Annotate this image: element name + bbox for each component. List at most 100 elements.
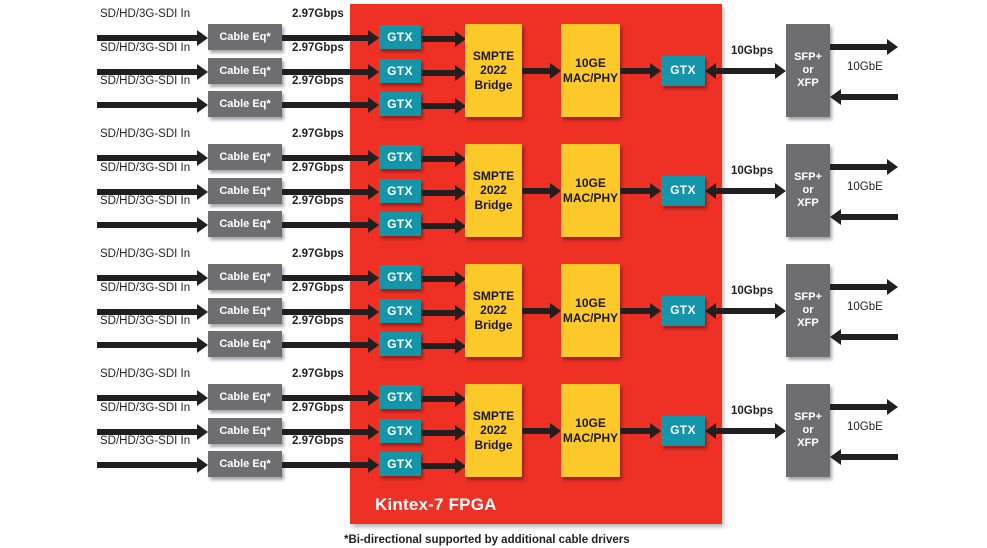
gtx-to-bridge-arrow-g2-r2-head — [455, 185, 466, 201]
sfp-module-block-g4-line-1: SFP+ — [794, 411, 822, 424]
sdi-rate-arrow-g1-r3-head — [368, 97, 379, 113]
gtx-out-block-g1[interactable]: GTX — [661, 55, 705, 86]
sdi-input-arrow-g2-r2-shaft — [97, 189, 198, 195]
smpte-bridge-block-g3[interactable]: SMPTE 2022 Bridge — [465, 264, 522, 357]
sdi-rate-label-g1-r3: 2.97Gbps — [292, 75, 344, 87]
sdi-rate-label-g3-r2: 2.97Gbps — [292, 282, 344, 294]
sdi-rate-arrow-g1-r1-shaft — [282, 35, 369, 41]
mac-phy-block-g3-line-2: MAC/PHY — [562, 310, 619, 325]
gtx-to-bridge-arrow-g1-r1-head — [455, 31, 466, 47]
gtx-in-block-g4-r1-line-1: GTX — [387, 389, 413, 404]
cable-eq-block-g1-r1[interactable]: Cable Eq* — [208, 24, 282, 50]
sdi-input-arrow-g2-r3-shaft — [97, 222, 198, 228]
gtx-out-block-g4[interactable]: GTX — [661, 415, 705, 446]
gtx-to-sfp-arrow-g2-shaft — [715, 187, 775, 194]
sdi-input-label-g4-r1: SD/HD/3G-SDI In — [100, 368, 191, 380]
gtx-in-block-g1-r1[interactable]: GTX — [379, 25, 421, 49]
sfp-module-block-g1[interactable]: SFP+ or XFP — [786, 24, 830, 117]
gtx-to-bridge-arrow-g3-r3-head — [455, 338, 466, 354]
cable-eq-block-g3-r1[interactable]: Cable Eq* — [208, 264, 282, 290]
smpte-bridge-block-g4[interactable]: SMPTE 2022 Bridge — [465, 384, 522, 477]
sdi-input-label-g1-r2: SD/HD/3G-SDI In — [100, 42, 191, 54]
gtx-in-block-g4-r2[interactable]: GTX — [379, 419, 421, 443]
sfp-module-block-g4[interactable]: SFP+ or XFP — [786, 384, 830, 477]
ethernet-rx-arrow-g2-head — [830, 208, 841, 225]
mac-phy-block-g4-line-1: 10GE — [575, 416, 606, 431]
sdi-input-arrow-g1-r1-shaft — [97, 35, 198, 41]
sfp-module-block-g2-line-3: XFP — [797, 196, 819, 209]
gtx-out-block-g1-line-1: GTX — [670, 63, 696, 78]
sdi-rate-arrow-g1-r3-shaft — [282, 102, 369, 108]
cable-eq-block-g4-r2[interactable]: Cable Eq* — [208, 418, 282, 444]
gtx-to-bridge-arrow-g4-r3-head — [455, 458, 466, 474]
smpte-bridge-block-g1[interactable]: SMPTE 2022 Bridge — [465, 24, 522, 117]
gtx-to-bridge-arrow-g2-r1-head — [455, 151, 466, 167]
footnote: *Bi-directional supported by additional … — [344, 534, 630, 546]
gtx-in-block-g2-r2[interactable]: GTX — [379, 179, 421, 203]
sfp-module-block-g3-line-3: XFP — [797, 316, 819, 329]
sdi-input-arrow-g4-r3-head — [197, 457, 208, 473]
gtx-in-block-g2-r1[interactable]: GTX — [379, 145, 421, 169]
ethernet-label-g3: 10GbE — [847, 300, 883, 313]
sdi-input-arrow-g2-r2-head — [197, 184, 208, 200]
sfp-module-block-g3[interactable]: SFP+ or XFP — [786, 264, 830, 357]
mac-phy-block-g2[interactable]: 10GE MAC/PHY — [561, 144, 620, 237]
gtx-in-block-g4-r3[interactable]: GTX — [379, 452, 421, 476]
bridge-to-mac-arrow-g1-shaft — [522, 67, 551, 74]
cable-eq-block-g4-r3[interactable]: Cable Eq* — [208, 451, 282, 477]
gtx-in-block-g3-r1[interactable]: GTX — [379, 265, 421, 289]
cable-eq-block-g1-r1-line-1: Cable Eq* — [219, 30, 271, 43]
gtx-in-block-g1-r2[interactable]: GTX — [379, 59, 421, 83]
gtx-in-block-g1-r3[interactable]: GTX — [379, 92, 421, 116]
sdi-rate-arrow-g2-r2-head — [368, 184, 379, 200]
gtx-in-block-g3-r2[interactable]: GTX — [379, 299, 421, 323]
smpte-bridge-block-g2-line-1: SMPTE — [472, 169, 515, 184]
sfp-module-block-g2[interactable]: SFP+ or XFP — [786, 144, 830, 237]
sdi-rate-arrow-g2-r3-shaft — [282, 222, 369, 228]
cable-eq-block-g3-r2[interactable]: Cable Eq* — [208, 298, 282, 324]
gtx-out-block-g2[interactable]: GTX — [661, 175, 705, 206]
sdi-rate-label-g3-r1: 2.97Gbps — [292, 248, 344, 260]
gtx-out-block-g3-line-1: GTX — [670, 303, 696, 318]
gtx-to-sfp-arrow-g3-head-right — [775, 302, 786, 319]
sdi-rate-label-g3-r3: 2.97Gbps — [292, 315, 344, 327]
cable-eq-block-g3-r3[interactable]: Cable Eq* — [208, 331, 282, 357]
gtx-to-bridge-arrow-g4-r1-head — [455, 391, 466, 407]
gtx-out-block-g3[interactable]: GTX — [661, 295, 705, 326]
cable-eq-block-g4-r1[interactable]: Cable Eq* — [208, 384, 282, 410]
smpte-bridge-block-g3-line-1: SMPTE — [472, 289, 515, 304]
mac-phy-block-g3[interactable]: 10GE MAC/PHY — [561, 264, 620, 357]
gtx-in-block-g2-r3[interactable]: GTX — [379, 212, 421, 236]
gtx-to-bridge-arrow-g1-r3-shaft — [421, 103, 456, 109]
sdi-input-arrow-g1-r3-head — [197, 97, 208, 113]
gtx-in-block-g3-r3[interactable]: GTX — [379, 332, 421, 356]
sdi-input-arrow-g3-r1-shaft — [97, 275, 198, 281]
sdi-input-arrow-g1-r2-shaft — [97, 69, 198, 75]
mac-phy-block-g4[interactable]: 10GE MAC/PHY — [561, 384, 620, 477]
ethernet-rx-arrow-g1-shaft — [840, 93, 898, 100]
mac-phy-block-g1[interactable]: 10GE MAC/PHY — [561, 24, 620, 117]
smpte-bridge-block-g1-line-2: 2022 — [480, 63, 507, 78]
gtx-to-sfp-arrow-g3-head-left — [705, 302, 716, 319]
sdi-rate-arrow-g4-r1-shaft — [282, 395, 369, 401]
gtx-in-block-g4-r1[interactable]: GTX — [379, 385, 421, 409]
sdi-input-arrow-g4-r2-shaft — [97, 429, 198, 435]
cable-eq-block-g2-r3[interactable]: Cable Eq* — [208, 211, 282, 237]
ethernet-label-g2: 10GbE — [847, 180, 883, 193]
cable-eq-block-g2-r2[interactable]: Cable Eq* — [208, 178, 282, 204]
sdi-rate-arrow-g2-r1-head — [368, 150, 379, 166]
gtx-to-bridge-arrow-g1-r3-head — [455, 98, 466, 114]
sdi-input-arrow-g2-r1-head — [197, 150, 208, 166]
smpte-bridge-block-g2[interactable]: SMPTE 2022 Bridge — [465, 144, 522, 237]
cable-eq-block-g1-r2[interactable]: Cable Eq* — [208, 58, 282, 84]
mac-to-gtx-arrow-g4-head — [650, 422, 661, 439]
ethernet-tx-arrow-g2-shaft — [830, 163, 888, 170]
cable-eq-block-g2-r1[interactable]: Cable Eq* — [208, 144, 282, 170]
ethernet-tx-arrow-g4-head — [887, 398, 898, 415]
cable-eq-block-g1-r3[interactable]: Cable Eq* — [208, 91, 282, 117]
sdi-input-arrow-g3-r1-head — [197, 270, 208, 286]
ethernet-rx-arrow-g1-head — [830, 88, 841, 105]
mac-phy-block-g3-line-1: 10GE — [575, 296, 606, 311]
cable-eq-block-g3-r2-line-1: Cable Eq* — [219, 304, 271, 317]
mac-phy-block-g4-line-2: MAC/PHY — [562, 430, 619, 445]
